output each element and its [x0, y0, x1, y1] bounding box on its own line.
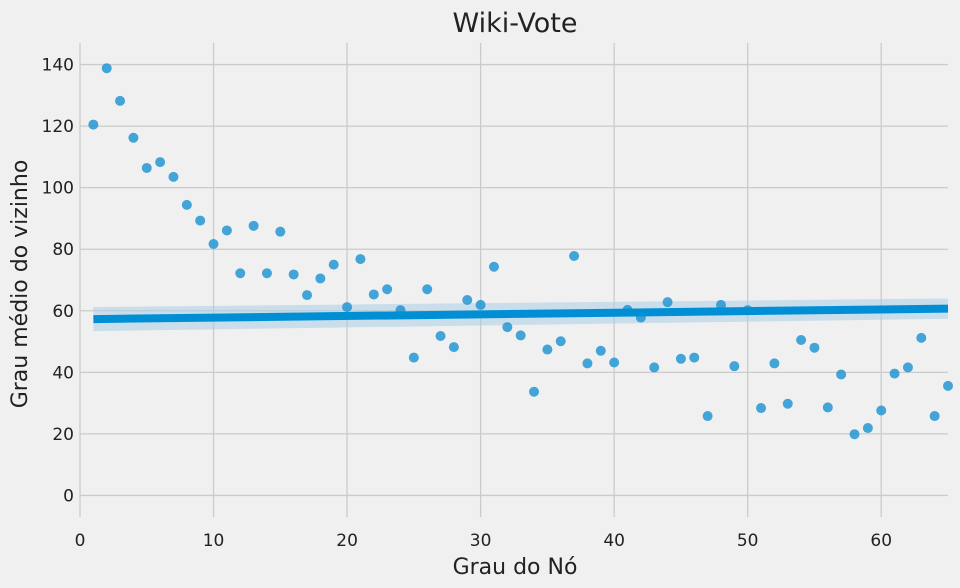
chart-title: Wiki-Vote: [453, 8, 578, 39]
data-point: [809, 342, 820, 353]
data-point: [849, 429, 860, 440]
data-point: [769, 358, 780, 369]
data-point: [929, 411, 940, 422]
data-point: [876, 405, 887, 416]
y-tick-label: 60: [52, 302, 74, 322]
data-point: [208, 238, 219, 249]
data-point: [555, 336, 566, 347]
regression-line-group: [93, 304, 949, 324]
data-point: [542, 344, 553, 355]
x-tick-label: 30: [470, 531, 492, 551]
data-point: [248, 220, 259, 231]
data-point: [582, 358, 593, 369]
data-point: [916, 332, 927, 343]
data-point: [221, 225, 232, 236]
data-point: [515, 330, 526, 341]
x-tick-label: 10: [203, 531, 225, 551]
x-tick-labels: 0 10 20 30 40 50 60: [75, 531, 892, 551]
data-point: [529, 386, 540, 397]
x-tick-label: 0: [75, 531, 86, 551]
data-point: [128, 132, 139, 143]
data-point: [595, 345, 606, 356]
data-point: [115, 95, 126, 106]
y-tick-label: 20: [52, 425, 74, 445]
data-point: [649, 362, 660, 373]
data-point: [315, 273, 326, 284]
y-axis-label: Grau médio do vizinho: [8, 160, 33, 409]
data-point: [155, 157, 166, 168]
data-point: [782, 398, 793, 409]
y-tick-label: 140: [42, 56, 74, 76]
data-point: [355, 254, 366, 265]
data-point: [796, 335, 807, 346]
data-point: [836, 369, 847, 380]
data-point: [822, 402, 833, 413]
data-point: [662, 297, 673, 308]
data-point: [88, 119, 99, 130]
data-point: [168, 171, 179, 182]
y-tick-label: 120: [42, 117, 74, 137]
data-point: [195, 215, 206, 226]
data-points: [88, 63, 953, 440]
data-point: [261, 268, 272, 279]
data-point: [729, 361, 740, 372]
x-tick-label: 40: [603, 531, 625, 551]
x-axis-label: Grau do Nó: [453, 555, 578, 580]
data-point: [342, 302, 353, 313]
x-tick-label: 20: [336, 531, 358, 551]
y-tick-label: 40: [52, 363, 74, 383]
data-point: [943, 380, 953, 391]
data-point: [902, 362, 913, 373]
data-point: [675, 353, 686, 364]
y-tick-label: 100: [42, 179, 74, 199]
data-point: [462, 295, 473, 306]
data-point: [288, 269, 299, 280]
data-point: [475, 299, 486, 310]
data-point: [488, 261, 499, 272]
data-point: [382, 284, 393, 295]
y-tick-label: 80: [52, 240, 74, 260]
data-point: [141, 162, 152, 173]
data-point: [435, 331, 446, 342]
data-point: [101, 63, 112, 74]
data-point: [609, 357, 620, 368]
data-point: [889, 368, 900, 379]
y-tick-label: 0: [63, 486, 74, 506]
data-point: [422, 284, 433, 295]
data-point: [275, 226, 286, 237]
data-point: [502, 322, 513, 333]
data-point: [756, 403, 767, 414]
data-point: [702, 411, 713, 422]
data-point: [408, 352, 419, 363]
x-tick-label: 50: [737, 531, 759, 551]
data-point: [689, 352, 700, 363]
data-point: [368, 289, 379, 300]
data-point: [569, 250, 580, 261]
regression-line: [93, 304, 949, 324]
data-point: [181, 199, 192, 210]
data-point: [448, 342, 459, 353]
data-point: [328, 259, 339, 270]
data-point: [862, 423, 873, 434]
x-tick-label: 60: [870, 531, 892, 551]
data-point: [302, 290, 313, 301]
data-point: [235, 268, 246, 279]
y-tick-labels: 0 20 40 60 80 100 120 140: [42, 56, 74, 507]
